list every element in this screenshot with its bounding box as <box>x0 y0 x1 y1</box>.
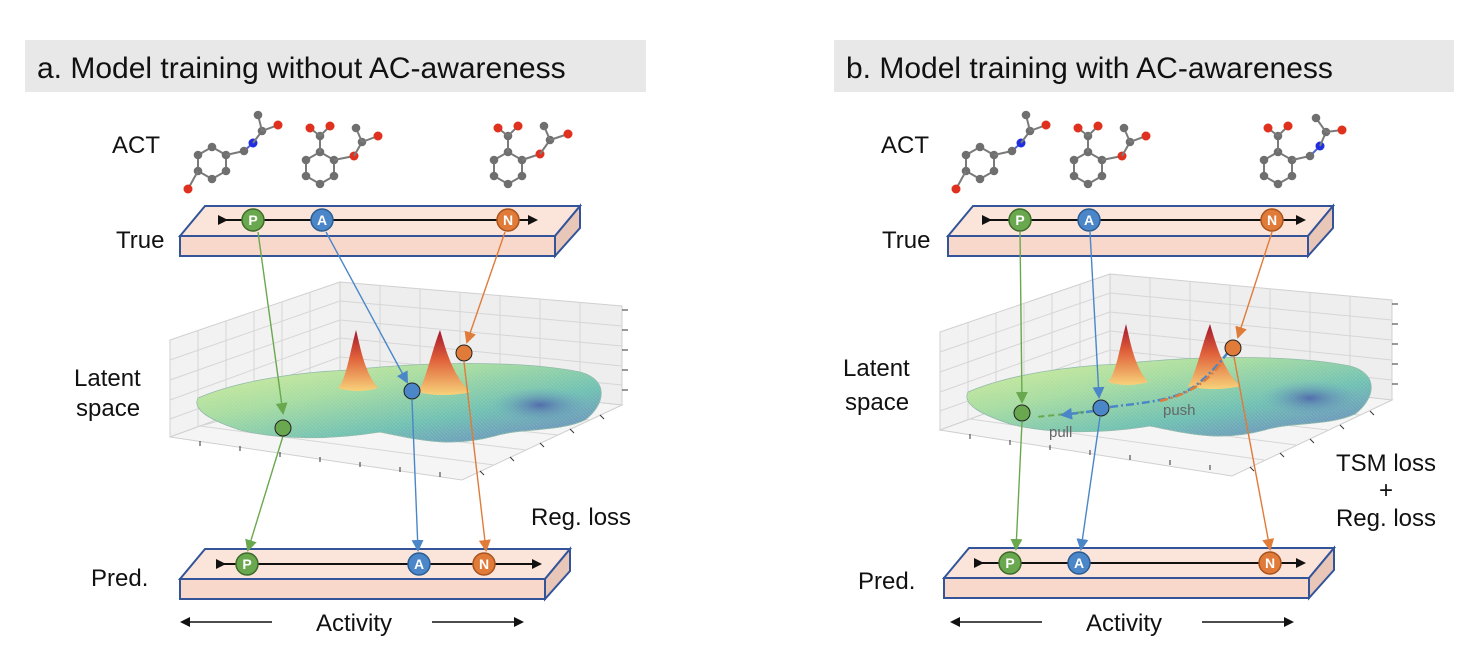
latent-node-n <box>455 344 473 362</box>
tsm-loss-label: TSM loss <box>1336 450 1436 477</box>
true-node-a: A <box>310 208 334 232</box>
true-label: True <box>882 227 930 254</box>
molecule-3 <box>1258 113 1347 190</box>
p-latent-to-pred-arrow <box>1010 421 1023 551</box>
true-node-n: N <box>496 208 520 232</box>
pull-label: pull <box>1049 424 1072 441</box>
n-latent-to-pred-arrow <box>1233 356 1275 551</box>
reg-loss-label: Reg. loss <box>1336 505 1436 532</box>
latent-node-p <box>1013 404 1031 422</box>
a-latent-to-pred-arrow <box>1076 416 1101 551</box>
act-label: ACT <box>881 132 929 159</box>
molecule-1 <box>951 110 1051 194</box>
svg-text:P: P <box>242 556 251 572</box>
latent-node-n <box>1224 339 1242 357</box>
activity-label: Activity <box>316 610 392 637</box>
svg-text:P: P <box>1015 212 1024 228</box>
pred-node-n: N <box>472 552 496 576</box>
act-label: ACT <box>112 132 160 159</box>
svg-text:P: P <box>1005 555 1014 571</box>
reg-loss-label: Reg. loss <box>531 504 631 531</box>
push-label: push <box>1163 402 1196 419</box>
push-arrow-orange <box>1159 361 1224 403</box>
panel-b: b. Model training with AC-awareness ACT <box>834 40 1454 637</box>
true-node-p: P <box>1008 208 1032 232</box>
latent-label-line1: Latent <box>843 355 910 382</box>
panel-a-title: a. Model training without AC-awareness <box>37 52 566 85</box>
pull-arrow-blue <box>1060 407 1095 420</box>
n-true-to-latent-arrow <box>1235 231 1273 339</box>
svg-text:N: N <box>503 212 513 228</box>
p-true-to-latent-arrow <box>257 231 288 415</box>
a-latent-to-pred-arrow <box>411 399 424 552</box>
svg-text:N: N <box>479 556 489 572</box>
svg-text:A: A <box>1074 555 1084 571</box>
svg-text:P: P <box>248 212 257 228</box>
panel-a-header-bg <box>25 40 646 92</box>
latent-node-a <box>1092 399 1110 417</box>
panel-b-title: b. Model training with AC-awareness <box>846 52 1333 85</box>
a-true-to-latent-arrow <box>325 231 408 384</box>
pred-label: Pred. <box>91 565 148 592</box>
pred-node-p: P <box>235 552 259 576</box>
true-node-p: P <box>241 208 265 232</box>
latent-node-a <box>403 382 421 400</box>
svg-text:A: A <box>1084 212 1094 228</box>
molecule-2 <box>300 121 383 190</box>
true-node-a: A <box>1077 208 1101 232</box>
svg-text:A: A <box>414 556 424 572</box>
panel-a: a. Model training without AC-awareness A… <box>25 40 646 637</box>
svg-text:N: N <box>1267 212 1277 228</box>
pred-node-n: N <box>1258 551 1282 575</box>
activity-label: Activity <box>1086 610 1162 637</box>
n-true-to-latent-arrow <box>464 231 506 344</box>
latent-label-line2: space <box>845 389 909 416</box>
n-latent-to-pred-arrow <box>463 361 491 552</box>
pred-node-a: A <box>1067 551 1091 575</box>
molecule-3 <box>488 121 573 190</box>
p-latent-to-pred-arrow <box>245 435 284 552</box>
svg-text:A: A <box>317 212 327 228</box>
latent-node-p <box>274 419 292 437</box>
loss-plus-label: + <box>1379 477 1393 504</box>
true-label: True <box>116 227 164 254</box>
svg-text:N: N <box>1265 555 1275 571</box>
latent-label-line1: Latent <box>74 365 141 392</box>
pred-node-a: A <box>407 552 431 576</box>
latent-space-plot <box>169 281 628 481</box>
latent-space-plot <box>938 273 1398 477</box>
a-true-to-latent-arrow <box>1089 231 1105 399</box>
panel-b-header-bg <box>834 40 1454 92</box>
molecule-1 <box>183 110 283 194</box>
pred-bar <box>941 545 1337 601</box>
p-true-to-latent-arrow <box>1015 231 1028 404</box>
push-arrow-blue <box>1109 349 1231 409</box>
molecule-2 <box>1068 121 1151 190</box>
true-node-n: N <box>1260 208 1284 232</box>
true-bar <box>177 203 583 259</box>
pred-node-p: P <box>998 551 1022 575</box>
latent-label-line2: space <box>76 395 140 422</box>
pred-label: Pred. <box>858 568 915 595</box>
